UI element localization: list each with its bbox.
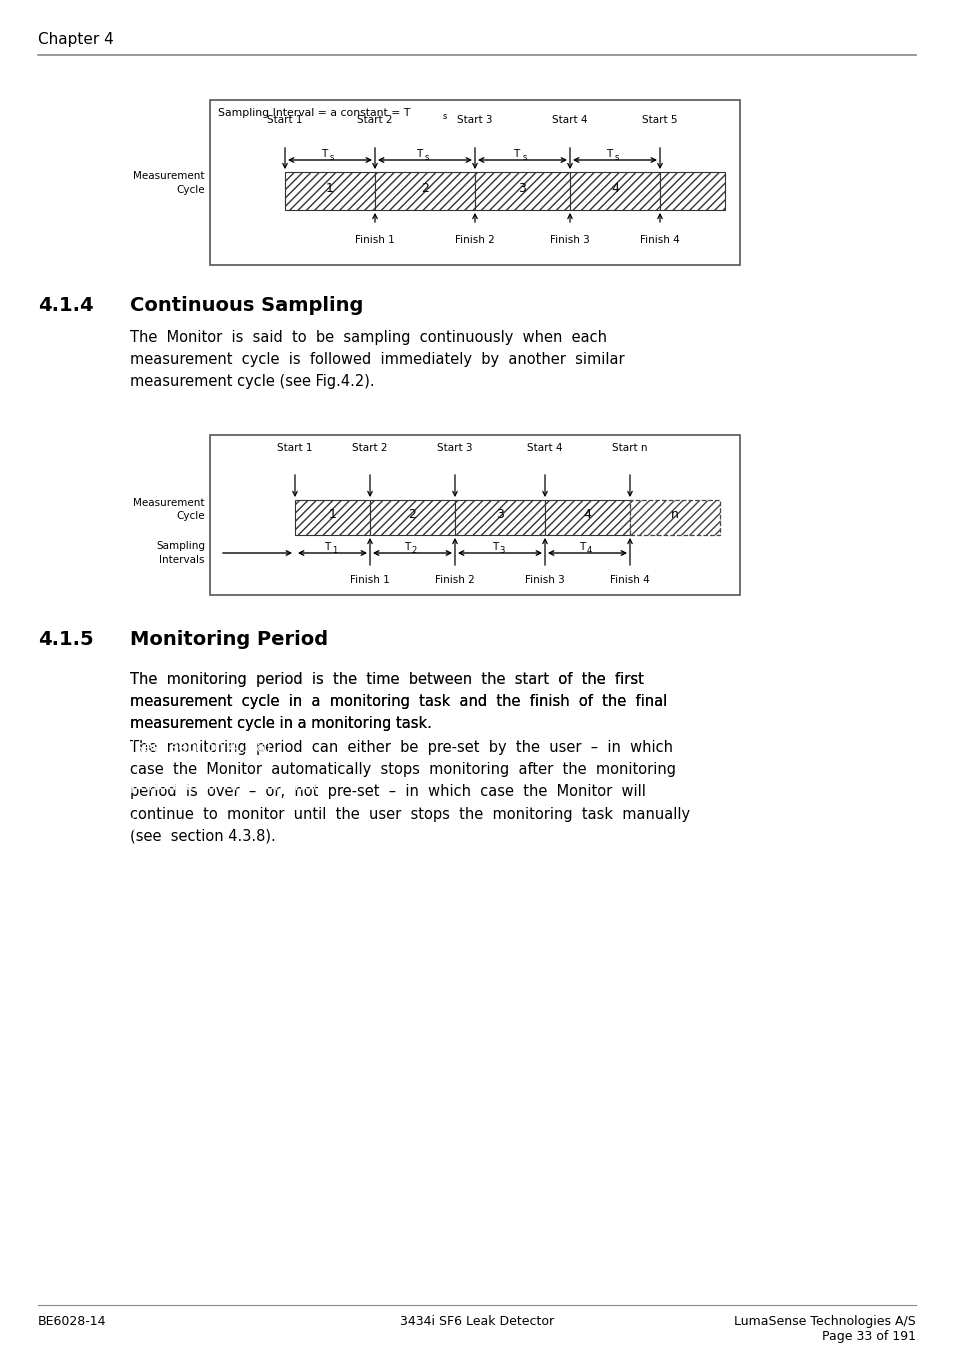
Text: 4: 4 [611,181,618,194]
Bar [285,171,375,211]
Text: The  Monitor  is  said  to  be  sampling  continuously  when  each
measurement  : The Monitor is said to be sampling conti… [130,329,624,389]
Text: The  monitoring  period  is  the  time  between  the  start  of  the  first
meas: The monitoring period is the time betwee… [130,672,666,732]
Text: s: s [442,112,447,122]
Text: Finish 1: Finish 1 [350,575,390,585]
Text: Finish 1: Finish 1 [355,235,395,244]
Text: 3: 3 [496,508,503,521]
Text: Continuous Sampling: Continuous Sampling [130,296,363,315]
Text: Start 2: Start 2 [352,443,387,454]
Text: 3: 3 [498,545,504,555]
Text: T: T [492,541,497,552]
Bar [475,171,569,211]
Text: Measurement
Cycle: Measurement Cycle [133,498,205,521]
Bar [659,171,724,211]
Text: Start 1: Start 1 [267,115,302,126]
Text: 2: 2 [420,181,429,194]
Text: Finish 2: Finish 2 [435,575,475,585]
Text: Sampling
Intervals: Sampling Intervals [156,541,205,564]
Text: T: T [324,541,331,552]
Text: The  monitoring  period  is  the  time  between  the  start: The monitoring period is the time betwee… [130,672,549,687]
Text: s: s [330,153,334,162]
Text: n: n [670,508,679,521]
Bar [544,500,629,535]
Text: Chapter 4: Chapter 4 [38,32,113,47]
Text: Sampling Interval = a constant = T: Sampling Interval = a constant = T [218,108,410,117]
Text: BE6028-14: BE6028-14 [38,1315,107,1328]
Text: 4: 4 [583,508,591,521]
Bar [629,500,720,535]
Text: LumaSense Technologies A/S
Page 33 of 191: LumaSense Technologies A/S Page 33 of 19… [734,1315,915,1343]
Text: T: T [578,541,585,552]
Text: 1: 1 [326,181,334,194]
Text: T: T [404,541,410,552]
Text: Finish 4: Finish 4 [639,235,679,244]
Text: Start 5: Start 5 [641,115,677,126]
Text: 1: 1 [332,545,336,555]
Text: Start 4: Start 4 [527,443,562,454]
Text: T: T [513,148,519,159]
Text: Measurement
Cycle: Measurement Cycle [133,171,205,194]
Text: Finish 2: Finish 2 [455,235,495,244]
Text: s: s [424,153,429,162]
Text: 4: 4 [586,545,592,555]
Bar [455,500,544,535]
Text: 3: 3 [518,181,526,194]
Text: s: s [614,153,618,162]
Text: Start 2: Start 2 [356,115,393,126]
Text: T: T [416,148,421,159]
Bar [569,171,659,211]
Text: 1: 1 [328,508,336,521]
Text: period  is  over  –  or,  not: period is over – or, not [130,778,318,792]
Text: Start n: Start n [612,443,647,454]
Text: (see: (see [130,815,171,832]
Text: 2: 2 [412,545,416,555]
Text: Finish 4: Finish 4 [610,575,649,585]
Text: 4.1.5: 4.1.5 [38,630,93,649]
Text: Start 4: Start 4 [552,115,587,126]
Text: (see  section 4.3.8).: (see section 4.3.8). [130,740,275,755]
Text: 4.1.4: 4.1.4 [38,296,93,315]
Text: T: T [605,148,612,159]
Text: The  monitoring  period  can  either  be  pre-set  by  the  user  –  in  which
c: The monitoring period can either be pre-… [130,740,689,844]
Bar [370,500,455,535]
Text: Start 3: Start 3 [436,443,473,454]
Text: The  monitoring  period  is  the  time  between  the  ​start​  of  the  first
me: The monitoring period is the time betwee… [130,672,666,732]
Text: Monitoring Period: Monitoring Period [130,630,328,649]
Bar [294,500,370,535]
Text: 3434i SF6 Leak Detector: 3434i SF6 Leak Detector [399,1315,554,1328]
Bar [375,171,475,211]
Text: s: s [521,153,526,162]
Text: 2: 2 [408,508,416,521]
Text: Start 1: Start 1 [277,443,313,454]
Text: Finish 3: Finish 3 [524,575,564,585]
Text: Finish 3: Finish 3 [550,235,589,244]
Text: Start 3: Start 3 [456,115,493,126]
Text: T: T [320,148,327,159]
